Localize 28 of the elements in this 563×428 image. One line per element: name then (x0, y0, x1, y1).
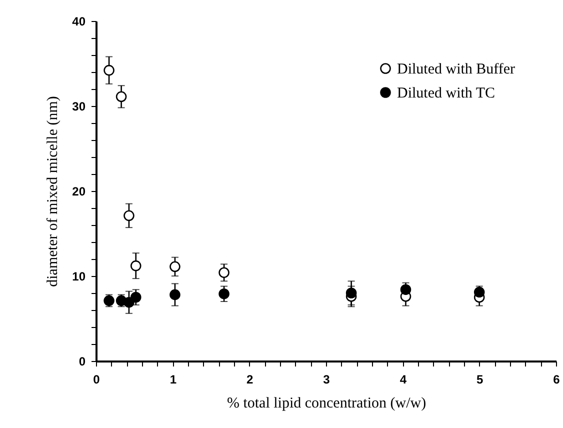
legend-label: Diluted with TC (397, 86, 496, 102)
y-axis-title: diameter of mixed micelle (nm) (45, 96, 62, 287)
x-axis-title: % total lipid concentration (w/w) (226, 396, 426, 412)
x-tick-label: 5 (476, 372, 484, 386)
x-tick-label: 1 (170, 372, 177, 386)
point (400, 284, 412, 295)
x-tick-label: 6 (553, 372, 560, 386)
x-tick-label: 4 (400, 372, 407, 386)
y-tick-label: 0 (78, 354, 86, 368)
point (170, 289, 180, 300)
point (218, 267, 230, 278)
y-tick-label: 20 (72, 184, 86, 198)
x-tick-label: 2 (246, 372, 254, 386)
point (124, 296, 134, 308)
legend-label: Diluted with Buffer (397, 62, 516, 78)
point (346, 288, 357, 298)
point (170, 261, 180, 272)
point (218, 288, 230, 300)
point (130, 260, 142, 272)
y-tick-label: 30 (72, 100, 86, 114)
point (130, 292, 142, 303)
y-tick-label: 40 (72, 14, 86, 28)
point (124, 210, 134, 222)
point (104, 64, 114, 76)
x-tick-label: 0 (93, 372, 100, 386)
y-tick-label: 10 (72, 270, 86, 284)
x-tick-label: 3 (323, 372, 330, 386)
point (116, 91, 127, 102)
